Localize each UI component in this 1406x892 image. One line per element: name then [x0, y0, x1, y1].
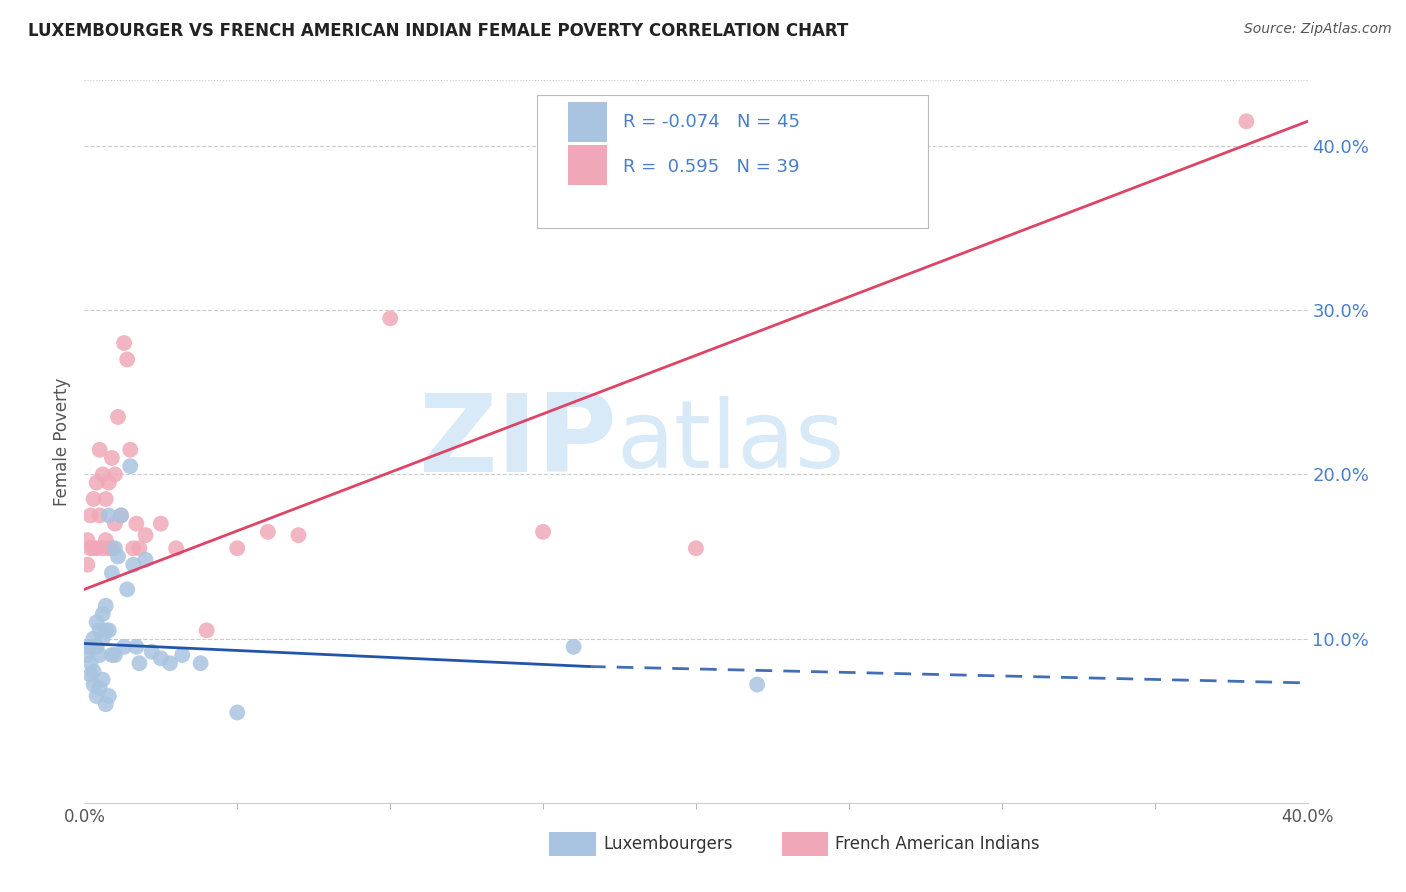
Text: Source: ZipAtlas.com: Source: ZipAtlas.com [1244, 22, 1392, 37]
Point [97, 689, 120, 703]
FancyBboxPatch shape [782, 832, 828, 855]
Point [747, 677, 769, 691]
Point [89, 681, 111, 695]
Point [122, 558, 145, 572]
Point [115, 582, 138, 597]
Point [97, 541, 120, 556]
Point [86, 615, 108, 630]
Point [172, 648, 194, 662]
Point [115, 352, 138, 367]
Point [112, 640, 135, 654]
Point [287, 528, 309, 542]
Point [79, 508, 101, 523]
Point [97, 624, 120, 638]
Point [76, 640, 98, 654]
Text: atlas: atlas [616, 395, 845, 488]
Point [149, 516, 172, 531]
Point [83, 665, 105, 679]
Text: R =  0.595   N = 39: R = 0.595 N = 39 [623, 158, 799, 176]
FancyBboxPatch shape [568, 102, 606, 142]
Text: French American Indians: French American Indians [835, 835, 1040, 853]
Point [101, 566, 124, 580]
Point [112, 336, 135, 351]
Point [76, 558, 98, 572]
Point [159, 657, 181, 671]
Text: R = -0.074   N = 45: R = -0.074 N = 45 [623, 113, 800, 131]
Point [91, 607, 114, 621]
Point [226, 706, 249, 720]
Point [94, 698, 117, 712]
Point [562, 640, 585, 654]
Point [76, 648, 98, 662]
FancyBboxPatch shape [537, 95, 928, 228]
Point [685, 541, 707, 556]
Point [149, 651, 172, 665]
Point [79, 640, 101, 654]
Point [83, 541, 105, 556]
Text: LUXEMBOURGER VS FRENCH AMERICAN INDIAN FEMALE POVERTY CORRELATION CHART: LUXEMBOURGER VS FRENCH AMERICAN INDIAN F… [28, 22, 848, 40]
Point [94, 533, 117, 547]
Point [86, 640, 108, 654]
Point [83, 677, 105, 691]
Point [97, 475, 120, 490]
Point [91, 467, 114, 482]
Text: Luxembourgers: Luxembourgers [603, 835, 733, 853]
Point [1236, 114, 1258, 128]
Point [94, 599, 117, 613]
Point [120, 442, 142, 457]
Point [190, 657, 212, 671]
Point [101, 648, 124, 662]
Point [94, 624, 117, 638]
Point [141, 645, 163, 659]
Point [122, 541, 145, 556]
Point [380, 311, 402, 326]
Point [125, 516, 148, 531]
Point [110, 508, 132, 523]
Point [97, 508, 120, 523]
Point [125, 640, 148, 654]
Point [83, 640, 105, 654]
Point [128, 657, 150, 671]
Point [91, 541, 114, 556]
Point [91, 673, 114, 687]
Point [104, 648, 127, 662]
Point [226, 541, 249, 556]
Point [86, 689, 108, 703]
Point [107, 409, 129, 424]
Point [101, 541, 124, 556]
Point [128, 541, 150, 556]
Point [76, 533, 98, 547]
Point [79, 667, 101, 681]
Point [86, 475, 108, 490]
Point [135, 553, 157, 567]
Point [195, 624, 218, 638]
Point [104, 467, 127, 482]
Point [531, 524, 554, 539]
Point [104, 516, 127, 531]
FancyBboxPatch shape [550, 832, 596, 855]
Point [257, 524, 280, 539]
Point [107, 549, 129, 564]
Point [91, 632, 114, 646]
Text: ZIP: ZIP [418, 389, 616, 494]
Point [89, 442, 111, 457]
FancyBboxPatch shape [568, 145, 606, 185]
Point [89, 508, 111, 523]
Point [165, 541, 187, 556]
Point [104, 541, 127, 556]
Point [83, 491, 105, 506]
Point [110, 508, 132, 523]
Y-axis label: Female Poverty: Female Poverty [53, 377, 72, 506]
Point [135, 528, 157, 542]
Point [89, 624, 111, 638]
Point [83, 632, 105, 646]
Point [94, 491, 117, 506]
Point [86, 541, 108, 556]
Point [89, 648, 111, 662]
Point [79, 657, 101, 671]
Point [120, 459, 142, 474]
Point [101, 450, 124, 465]
Point [79, 541, 101, 556]
